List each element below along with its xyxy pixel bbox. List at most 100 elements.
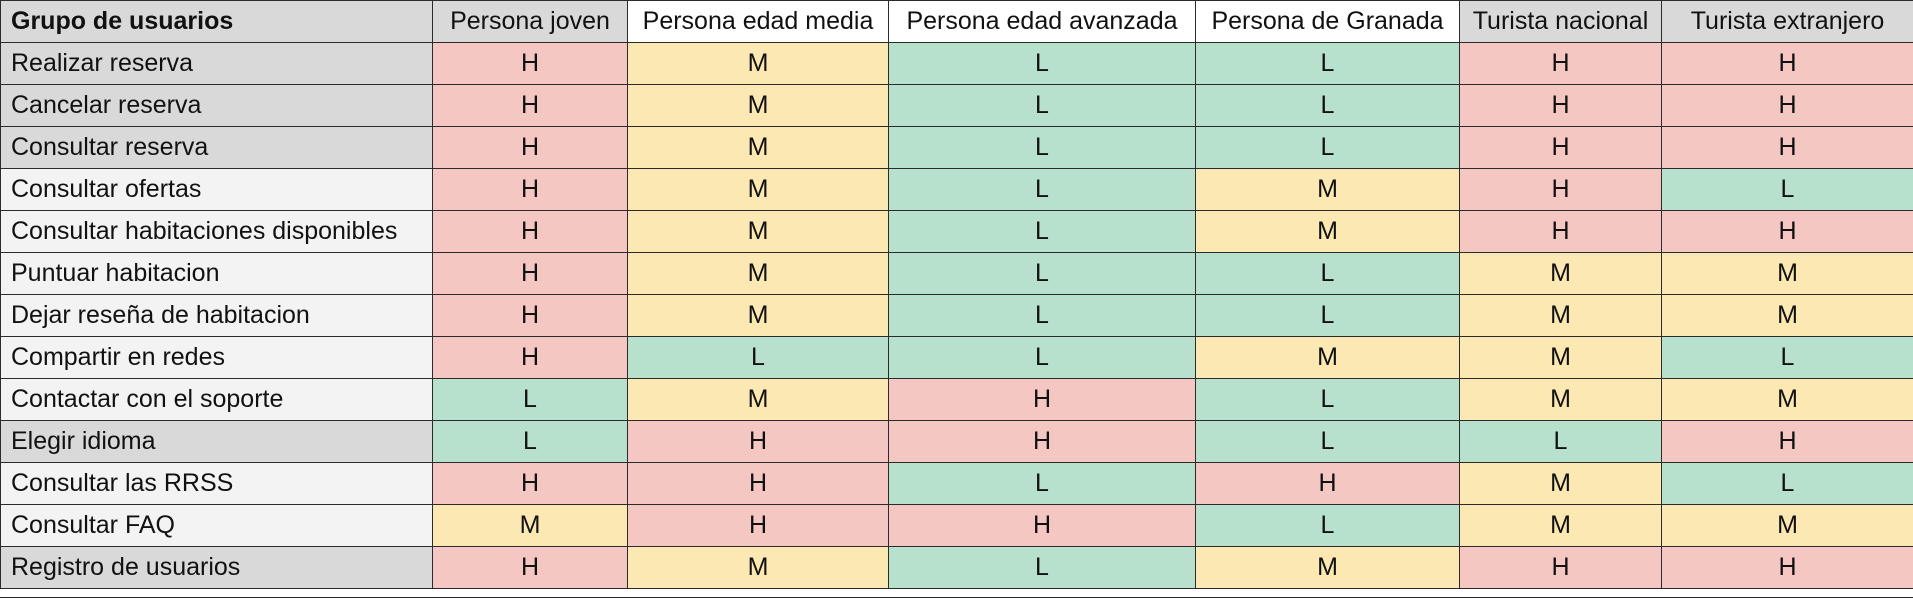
column-header-persona-joven[interactable]: Persona joven — [432, 0, 628, 43]
priority-cell[interactable]: H — [432, 126, 628, 169]
row-label-cell[interactable]: Puntuar habitacion — [0, 252, 433, 295]
priority-cell[interactable]: M — [627, 378, 889, 421]
priority-cell[interactable]: H — [432, 42, 628, 85]
priority-cell[interactable]: M — [432, 504, 628, 547]
priority-cell[interactable]: M — [627, 126, 889, 169]
priority-cell[interactable]: M — [1459, 378, 1662, 421]
priority-cell[interactable]: H — [1459, 84, 1662, 127]
priority-cell[interactable]: L — [432, 420, 628, 463]
priority-cell[interactable]: H — [888, 420, 1196, 463]
priority-cell[interactable]: L — [1661, 336, 1913, 379]
priority-cell[interactable]: L — [888, 168, 1196, 211]
priority-cell[interactable]: M — [1195, 210, 1460, 253]
priority-cell[interactable]: H — [627, 504, 889, 547]
table-row: Dejar reseña de habitacion H M L L M M — [0, 294, 1913, 337]
priority-cell[interactable]: M — [1661, 504, 1913, 547]
priority-cell[interactable]: M — [627, 168, 889, 211]
row-label-cell[interactable]: Elegir idioma — [0, 420, 433, 463]
row-label-cell[interactable]: Consultar las RRSS — [0, 462, 433, 505]
row-label-cell[interactable]: Consultar reserva — [0, 126, 433, 169]
priority-cell[interactable]: L — [888, 42, 1196, 85]
priority-cell[interactable]: M — [1661, 252, 1913, 295]
priority-cell[interactable]: M — [1459, 462, 1662, 505]
priority-cell[interactable]: M — [627, 294, 889, 337]
priority-cell[interactable]: H — [1661, 210, 1913, 253]
priority-cell[interactable]: H — [888, 504, 1196, 547]
priority-cell[interactable]: L — [888, 84, 1196, 127]
row-label-cell[interactable]: Cancelar reserva — [0, 84, 433, 127]
priority-cell[interactable]: L — [1195, 378, 1460, 421]
priority-cell[interactable]: M — [627, 210, 889, 253]
column-header-turista-extranjero[interactable]: Turista extranjero — [1661, 0, 1913, 43]
row-label-cell[interactable]: Dejar reseña de habitacion — [0, 294, 433, 337]
priority-cell[interactable]: L — [1195, 252, 1460, 295]
priority-cell[interactable]: H — [627, 420, 889, 463]
priority-cell[interactable]: H — [1459, 126, 1662, 169]
row-label-cell[interactable]: Consultar ofertas — [0, 168, 433, 211]
priority-cell[interactable]: H — [432, 336, 628, 379]
priority-cell[interactable]: H — [432, 84, 628, 127]
priority-cell[interactable]: H — [627, 462, 889, 505]
priority-cell[interactable]: L — [627, 336, 889, 379]
priority-cell[interactable]: M — [1195, 168, 1460, 211]
priority-cell[interactable]: M — [1195, 336, 1460, 379]
priority-cell[interactable]: H — [432, 252, 628, 295]
priority-cell[interactable]: L — [888, 294, 1196, 337]
priority-cell[interactable]: L — [888, 210, 1196, 253]
priority-cell[interactable]: L — [888, 126, 1196, 169]
priority-cell[interactable]: H — [432, 294, 628, 337]
priority-cell[interactable]: L — [432, 378, 628, 421]
priority-cell[interactable]: H — [1459, 168, 1662, 211]
row-label-cell[interactable]: Registro de usuarios — [0, 546, 433, 589]
priority-cell[interactable]: M — [627, 546, 889, 589]
priority-cell[interactable]: H — [888, 378, 1196, 421]
row-label-cell[interactable]: Contactar con el soporte — [0, 378, 433, 421]
priority-cell[interactable]: M — [1459, 504, 1662, 547]
priority-cell[interactable]: L — [1195, 42, 1460, 85]
priority-cell[interactable]: L — [1459, 420, 1662, 463]
row-label-cell[interactable]: Consultar habitaciones disponibles — [0, 210, 433, 253]
priority-cell[interactable]: M — [1459, 294, 1662, 337]
priority-cell[interactable]: L — [1195, 504, 1460, 547]
priority-cell[interactable]: L — [888, 252, 1196, 295]
priority-cell[interactable]: L — [888, 336, 1196, 379]
priority-cell[interactable]: H — [1661, 546, 1913, 589]
priority-cell[interactable]: L — [1195, 294, 1460, 337]
priority-cell[interactable]: M — [1195, 546, 1460, 589]
priority-cell[interactable]: M — [627, 84, 889, 127]
priority-cell[interactable]: M — [627, 42, 889, 85]
priority-cell[interactable]: M — [1459, 252, 1662, 295]
priority-cell[interactable]: M — [627, 252, 889, 295]
priority-cell[interactable]: H — [1459, 546, 1662, 589]
column-header-persona-edad-avanzada[interactable]: Persona edad avanzada — [888, 0, 1196, 43]
column-header-persona-edad-media[interactable]: Persona edad media — [627, 0, 889, 43]
row-label-cell[interactable]: Consultar FAQ — [0, 504, 433, 547]
column-header-persona-de-granada[interactable]: Persona de Granada — [1195, 0, 1460, 43]
priority-cell[interactable]: L — [1195, 420, 1460, 463]
corner-header[interactable]: Grupo de usuarios — [0, 0, 433, 43]
priority-cell[interactable]: H — [1195, 462, 1460, 505]
priority-cell[interactable]: M — [1459, 336, 1662, 379]
priority-cell[interactable]: L — [888, 462, 1196, 505]
priority-cell[interactable]: L — [888, 546, 1196, 589]
priority-cell[interactable]: H — [432, 168, 628, 211]
priority-cell[interactable]: H — [1661, 42, 1913, 85]
priority-cell[interactable]: L — [1661, 462, 1913, 505]
table-row: Consultar las RRSS H H L H M L — [0, 462, 1913, 505]
priority-cell[interactable]: L — [1195, 84, 1460, 127]
priority-cell[interactable]: H — [1459, 42, 1662, 85]
priority-cell[interactable]: H — [432, 210, 628, 253]
priority-cell[interactable]: H — [1661, 420, 1913, 463]
priority-cell[interactable]: L — [1661, 168, 1913, 211]
row-label-cell[interactable]: Compartir en redes — [0, 336, 433, 379]
priority-cell[interactable]: H — [1459, 210, 1662, 253]
priority-cell[interactable]: L — [1195, 126, 1460, 169]
priority-cell[interactable]: M — [1661, 378, 1913, 421]
priority-cell[interactable]: H — [432, 462, 628, 505]
priority-cell[interactable]: H — [432, 546, 628, 589]
row-label-cell[interactable]: Realizar reserva — [0, 42, 433, 85]
priority-cell[interactable]: H — [1661, 126, 1913, 169]
priority-cell[interactable]: M — [1661, 294, 1913, 337]
priority-cell[interactable]: H — [1661, 84, 1913, 127]
column-header-turista-nacional[interactable]: Turista nacional — [1459, 0, 1662, 43]
